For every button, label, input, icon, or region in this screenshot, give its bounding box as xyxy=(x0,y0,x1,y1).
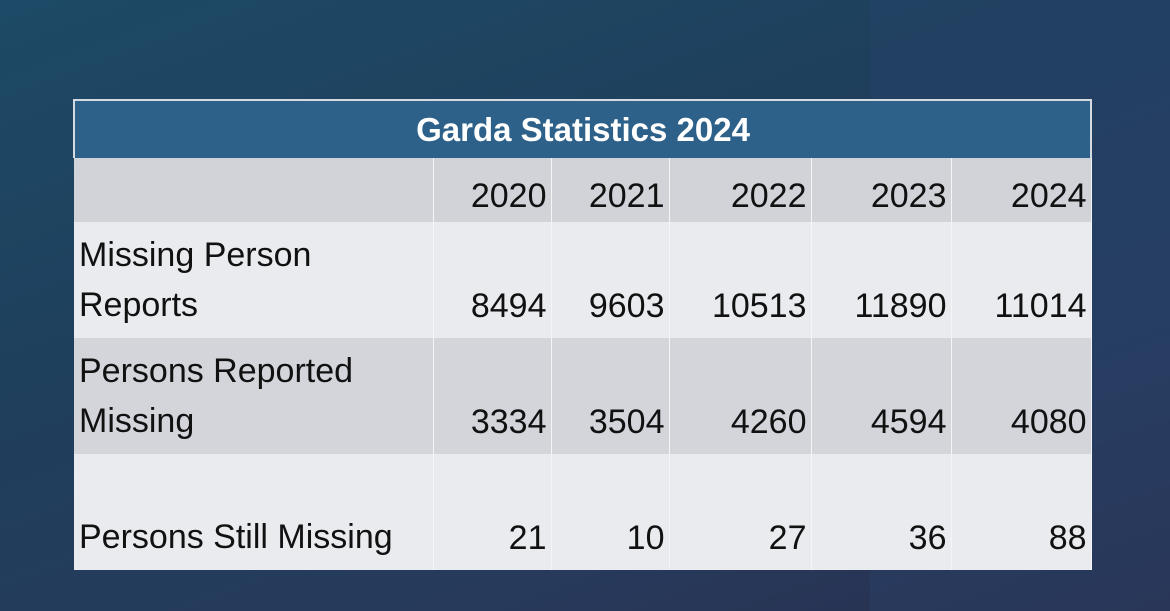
cell-value: 4594 xyxy=(811,338,952,454)
row-label: Persons Still Missing xyxy=(74,454,434,570)
column-header: 2024 xyxy=(951,158,1092,222)
row-label: Missing Person Reports xyxy=(74,222,434,338)
column-header: 2021 xyxy=(551,158,670,222)
cell-value: 10513 xyxy=(669,222,812,338)
table-row: Persons Still Missing 21 10 27 36 88 xyxy=(74,454,1092,570)
cell-value: 21 xyxy=(433,454,552,570)
row-label: Persons Reported Missing xyxy=(74,338,434,454)
cell-value: 11014 xyxy=(951,222,1092,338)
table-row: Persons Reported Missing 3334 3504 4260 4594… xyxy=(74,338,1092,454)
corner-cell xyxy=(74,158,434,222)
stats-table: Garda Statistics 2024 2020 2021 2022 2023 20… xyxy=(72,99,1093,570)
cell-value: 36 xyxy=(811,454,952,570)
table-title: Garda Statistics 2024 xyxy=(72,99,1093,158)
table-row: Missing Person Reports 8494 9603 10513 11890… xyxy=(74,222,1092,338)
cell-value: 88 xyxy=(951,454,1092,570)
cell-value: 4260 xyxy=(669,338,812,454)
column-header: 2020 xyxy=(433,158,552,222)
column-header: 2023 xyxy=(811,158,952,222)
column-header: 2022 xyxy=(669,158,812,222)
cell-value: 27 xyxy=(669,454,812,570)
cell-value: 3334 xyxy=(433,338,552,454)
cell-value: 3504 xyxy=(551,338,670,454)
cell-value: 4080 xyxy=(951,338,1092,454)
cell-value: 10 xyxy=(551,454,670,570)
cell-value: 9603 xyxy=(551,222,670,338)
cell-value: 8494 xyxy=(433,222,552,338)
cell-value: 11890 xyxy=(811,222,952,338)
